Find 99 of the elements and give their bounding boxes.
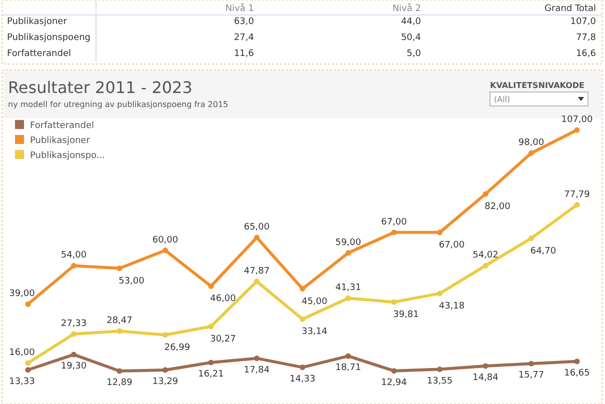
data-label: 12,89 (106, 378, 133, 388)
point (208, 324, 214, 330)
data-label: 28,47 (106, 316, 132, 326)
data-label: 19,30 (60, 362, 87, 372)
point (391, 230, 397, 236)
legend-label: Publikasjoner (30, 136, 90, 146)
data-label: 77,8 (576, 33, 596, 43)
data-label: 53,00 (118, 276, 145, 286)
data-label: 41,31 (335, 283, 362, 294)
data-label: 54,00 (60, 250, 87, 261)
point (391, 299, 397, 305)
point (25, 301, 31, 307)
point (345, 353, 352, 359)
point (482, 191, 488, 197)
data-label: 43,18 (438, 301, 465, 312)
point (116, 328, 122, 334)
data-label: 15,77 (518, 370, 544, 381)
point (254, 278, 260, 284)
point (574, 358, 580, 364)
point (528, 150, 534, 156)
data-label: 47,87 (244, 266, 270, 276)
point (116, 265, 122, 272)
point (436, 230, 443, 236)
data-label: 14,84 (472, 373, 499, 383)
data-label: 107,00 (561, 115, 594, 125)
data-label: 98,00 (518, 138, 544, 148)
point (300, 286, 306, 292)
data-label: 27,33 (60, 319, 87, 330)
data-label: 33,14 (302, 327, 328, 338)
data-label: 64,70 (530, 246, 556, 256)
data-label: 45,00 (302, 296, 328, 307)
point (70, 331, 77, 337)
data-label: 77,79 (564, 190, 590, 200)
legend-label: Publikasjonspo... (30, 151, 105, 161)
point (345, 250, 352, 256)
data-label: 16,65 (564, 368, 590, 378)
data-label: 60,00 (152, 235, 178, 246)
data-label: 11,6 (234, 49, 254, 59)
data-label: 5,0 (406, 49, 422, 59)
point (345, 295, 352, 302)
y-tick-label: Publikasjoner (7, 17, 68, 27)
data-label: 16,6 (576, 49, 596, 59)
data-label: 59,00 (335, 238, 362, 248)
y-tick-label: Publikasjonspoeng (7, 33, 91, 43)
point (574, 127, 580, 133)
point (25, 367, 31, 373)
data-label: 17,84 (244, 365, 270, 376)
point (436, 290, 443, 296)
data-label: 12,94 (381, 378, 408, 388)
x-tick-label: Grand Total (544, 4, 596, 14)
data-label: 16,00 (9, 348, 36, 358)
point (70, 262, 77, 269)
data-label: 27,4 (234, 33, 254, 43)
point (436, 366, 443, 372)
point (300, 316, 306, 322)
chart-title: Resultater 2011 - 2023 (8, 78, 192, 97)
data-label: 65,00 (244, 222, 270, 233)
point (391, 368, 397, 374)
x-tick-label: Nivå 1 (225, 3, 254, 14)
data-label: 50,4 (400, 33, 422, 43)
data-label: 107,0 (570, 17, 596, 27)
data-label: 67,00 (438, 240, 465, 250)
data-label: 13,29 (152, 376, 178, 387)
point (162, 332, 168, 338)
data-label: 18,71 (335, 363, 362, 374)
data-label: 44,0 (400, 17, 422, 27)
point (574, 202, 580, 208)
point (482, 262, 488, 268)
point (254, 234, 260, 240)
data-label: 39,00 (9, 289, 36, 300)
data-label: 39,81 (393, 310, 419, 320)
data-label: 13,33 (9, 376, 35, 387)
point (528, 236, 534, 242)
data-label: 54,02 (472, 250, 498, 261)
point (208, 360, 214, 366)
data-label: 30,27 (210, 334, 236, 344)
point (162, 248, 168, 254)
data-label: 14,33 (290, 374, 316, 384)
point (254, 356, 260, 362)
data-label: 67,00 (381, 217, 408, 228)
point (25, 360, 31, 366)
data-label: 82,00 (484, 202, 511, 212)
chart-subtitle: ny modell for utregning av publikasjonspoeng fra 2015 (8, 100, 228, 109)
dropdown-field: (All) (490, 92, 588, 106)
point (208, 283, 214, 290)
data-label: 63,0 (234, 17, 254, 27)
point (300, 364, 306, 370)
data-label: 16,21 (198, 369, 224, 380)
point (482, 363, 488, 369)
point (70, 352, 77, 358)
data-label: 13,55 (426, 376, 453, 386)
text: KVALITETSNIVAKODE (490, 81, 585, 90)
data-label: 46,00 (210, 294, 236, 304)
point (116, 368, 122, 374)
legend-label: Forfatterandel (30, 121, 94, 131)
point (162, 367, 168, 373)
data-label: 26,99 (164, 342, 190, 353)
y-tick-label: Forfatterandel (7, 49, 72, 59)
x-tick-label: Nivå 2 (392, 3, 421, 14)
